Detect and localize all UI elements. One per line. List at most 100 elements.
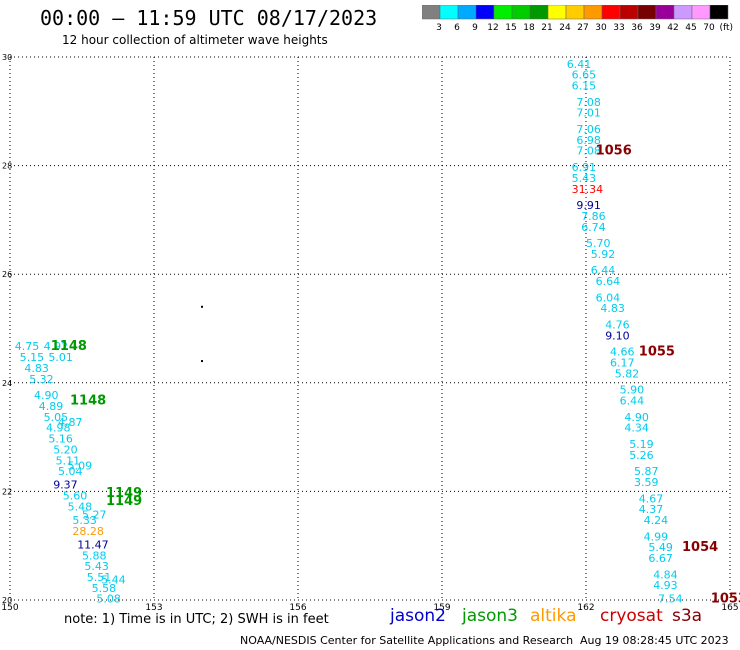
satellite-s3a-label: s3a [672, 606, 703, 626]
wave-height-value: 5.88 [82, 549, 107, 562]
wave-height-value: 5.19 [629, 438, 654, 451]
y-tick-label: 22 [2, 487, 12, 496]
wave-height-value: 6.65 [572, 69, 597, 82]
pass-number-label: 1053 [711, 592, 740, 607]
pass-number-label: 1149 [106, 486, 142, 501]
wave-height-value: 5.70 [586, 237, 611, 250]
wave-height-value: 5.26 [629, 449, 654, 462]
colorbar-label: 6 [454, 23, 460, 33]
colorbar-unit: (ft) [719, 23, 733, 33]
track-marker [201, 305, 203, 308]
color-scale-bar: 3 6 9 12 15 18 21 24 27 30 33 36 39 42 45 70 (ft) [422, 5, 733, 33]
wave-height-value: 5.04 [58, 465, 83, 478]
y-tick-label: 28 [2, 162, 12, 171]
wave-height-value: 5.43 [572, 172, 597, 185]
wave-height-value: 6.41 [567, 58, 592, 71]
colorbar-label: 9 [472, 23, 478, 33]
wave-height-value: 4.89 [39, 400, 64, 413]
wave-height-value: 4.83 [24, 362, 49, 375]
wave-height-value: 6.64 [596, 275, 621, 288]
credit-line: NOAA/NESDIS Center for Satellite Applica… [240, 634, 574, 647]
wave-height-value: 5.51 [87, 571, 112, 584]
colorbar-swatch [709, 5, 729, 20]
wave-height-value: 4.76 [605, 319, 630, 332]
wave-height-value: 5.58 [92, 582, 117, 595]
wave-height-value: 6.44 [591, 264, 616, 277]
wave-height-value: 4.93 [653, 579, 678, 592]
colorbar-label: 21 [541, 23, 552, 33]
wave-height-value: 5.90 [620, 384, 645, 397]
wave-height-value: 7.86 [581, 210, 606, 223]
wave-height-value: 6.98 [576, 134, 601, 147]
wave-height-value: 7.01 [576, 107, 601, 120]
colorbar-label: 30 [595, 23, 607, 33]
wave-height-value: 6.04 [596, 291, 621, 304]
satellite-jason2-label: jason2 [390, 606, 446, 626]
colorbar-label: 15 [505, 23, 516, 33]
colorbar-label: 70 [703, 23, 715, 33]
pass-number-label: 1148 [70, 394, 106, 409]
colorbar-label: 12 [487, 23, 498, 33]
wave-height-value: 6.44 [620, 395, 645, 408]
wave-height-value: 5.44 [101, 574, 126, 587]
wave-height-value: 31.34 [572, 183, 604, 196]
wave-height-value: 5.32 [29, 373, 54, 386]
pass-number-label: 1054 [682, 540, 718, 555]
wave-height-value: 4.83 [600, 302, 625, 315]
wave-height-value: 5.48 [68, 500, 93, 513]
wave-height-value: 5.05 [44, 411, 69, 424]
wave-height-value: 4.98 [46, 422, 71, 435]
track-marker [201, 360, 203, 363]
x-tick-label: 165 [721, 603, 738, 613]
y-tick-label: 30 [2, 53, 12, 62]
wave-height-value: 4.99 [644, 530, 669, 543]
wave-height-value: 5.87 [634, 465, 659, 478]
satellite-cryosat-label: cryosat [600, 606, 663, 626]
generated-timestamp: Aug 19 08:28:45 UTC 2023 [580, 634, 729, 647]
colorbar-label: 3 [436, 23, 442, 33]
wave-height-value: 5.11 [56, 454, 81, 467]
wave-height-value: 5.43 [84, 560, 109, 573]
x-tick-label: 153 [145, 603, 162, 613]
wave-height-value: 4.37 [639, 503, 664, 516]
page-title: 00:00 – 11:59 UTC 08/17/2023 [40, 6, 378, 30]
x-tick-label: 159 [433, 603, 450, 613]
wave-height-value: 4.87 [58, 416, 83, 429]
wave-height-value: 5.01 [48, 351, 73, 364]
wave-height-value: 9.91 [576, 199, 601, 212]
wave-height-value: 5.33 [72, 514, 97, 527]
wave-height-value: 7.08 [576, 145, 601, 158]
wave-height-value: 4.67 [639, 492, 664, 505]
wave-height-value: 4.66 [610, 346, 635, 359]
colorbar-label: 18 [523, 23, 535, 33]
colorbar-label: 33 [613, 23, 624, 33]
wave-height-value: 5.15 [20, 351, 44, 364]
wave-height-value: 5.08 [96, 593, 121, 606]
wave-height-value: 6.74 [581, 221, 606, 234]
colorbar-label: 45 [685, 23, 696, 33]
pass-number-label: 1056 [596, 144, 632, 159]
wave-height-value: 7.06 [576, 123, 601, 136]
wave-height-value: 5.09 [68, 460, 93, 473]
wave-height-value: 28.28 [72, 525, 104, 538]
wave-height-value: 4.24 [644, 514, 669, 527]
wave-height-value: 11.47 [77, 538, 109, 551]
wave-height-value: 9.37 [53, 479, 77, 492]
wave-height-value: 4.92 [44, 340, 69, 353]
wave-height-value: 5.16 [48, 433, 73, 446]
x-tick-label: 156 [289, 603, 306, 613]
y-tick-label: 20 [2, 596, 12, 605]
wave-height-value: 3.59 [634, 476, 659, 489]
satellite-jason3-label: jason3 [462, 606, 518, 626]
y-tick-label: 24 [2, 379, 12, 388]
wave-height-chart: 150 153 156 159 162 1652022242628306.416.656.… [1, 53, 740, 613]
wave-height-value: 4.75 [15, 340, 40, 353]
colorbar-label: 27 [577, 23, 588, 33]
wave-height-value: 6.17 [610, 357, 635, 370]
wave-height-value: 4.90 [34, 389, 59, 402]
wave-height-value: 9.10 [605, 329, 630, 342]
wave-height-value: 4.84 [653, 568, 678, 581]
page-subtitle: 12 hour collection of altimeter wave hei… [62, 33, 328, 47]
footer-note: note: 1) Time is in UTC; 2) SWH is in fe… [64, 612, 329, 627]
colorbar-label: 39 [649, 23, 661, 33]
